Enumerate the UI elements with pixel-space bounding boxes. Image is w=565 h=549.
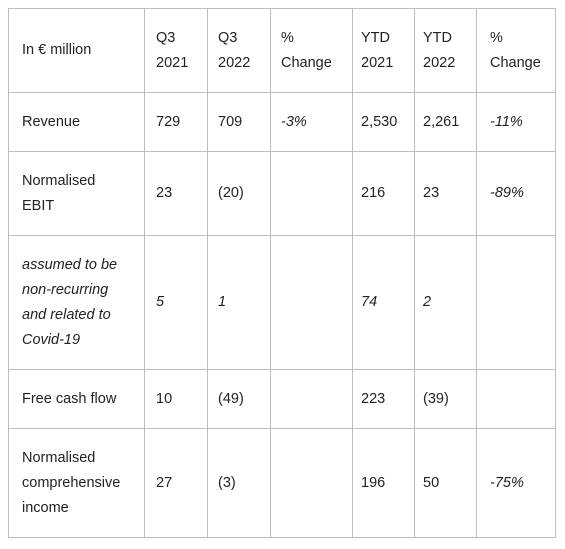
- cell-value: 5: [156, 294, 165, 310]
- header-ytd-2021: YTD 2021: [352, 8, 415, 93]
- cell-ytd-change: -11%: [476, 92, 556, 152]
- cell-q3-2022: (49): [207, 369, 271, 429]
- cell-value: 23: [156, 185, 173, 201]
- header-line-2: 2022: [218, 54, 251, 71]
- row-label-line: Normalised: [22, 172, 96, 189]
- header-line-1: %: [281, 29, 294, 46]
- header-label-cell: In € million: [8, 8, 145, 93]
- row-label-cell: assumed to be non-recurring and related …: [8, 235, 145, 370]
- financial-results-table: In € million Q3 2021 Q3 2022 %: [8, 8, 556, 538]
- header-q3-2021: Q3 2021: [144, 8, 208, 93]
- cell-q3-2021: 23: [144, 151, 208, 236]
- row-label-line: income: [22, 499, 69, 516]
- header-line-1: %: [490, 29, 503, 46]
- header-line-2: Change: [281, 54, 332, 71]
- cell-q3-change: [270, 428, 353, 538]
- cell-value: 729: [156, 113, 181, 130]
- header-q3-2022: Q3 2022: [207, 8, 271, 93]
- cell-value: 223: [361, 390, 386, 407]
- cell-q3-2022: 1: [207, 235, 271, 370]
- cell-ytd-2021: 216: [352, 151, 415, 236]
- cell-value: -89%: [490, 185, 524, 201]
- cell-q3-2021: 729: [144, 92, 208, 152]
- row-label-cell: Revenue: [8, 92, 145, 152]
- cell-q3-2021: 10: [144, 369, 208, 429]
- row-label-line: EBIT: [22, 197, 55, 214]
- row-label-line: and related to: [22, 306, 111, 323]
- cell-q3-2022: 709: [207, 92, 271, 152]
- cell-value: 23: [423, 185, 440, 201]
- row-label-line: assumed to be: [22, 256, 118, 273]
- header-line-1: Q3: [218, 29, 238, 46]
- row-label-line: non-recurring: [22, 281, 109, 298]
- row-label: Free cash flow: [22, 390, 117, 407]
- table-row-revenue: Revenue 729 709 -3% 2,530 2,261 -11%: [8, 92, 556, 152]
- financial-table-container: In € million Q3 2021 Q3 2022 %: [8, 8, 556, 538]
- cell-ytd-change: [476, 235, 556, 370]
- table-header-row: In € million Q3 2021 Q3 2022 %: [8, 8, 556, 93]
- cell-ytd-change: -75%: [476, 428, 556, 538]
- cell-value: 27: [156, 474, 173, 491]
- cell-ytd-2021: 196: [352, 428, 415, 538]
- cell-value: 196: [361, 474, 386, 491]
- cell-q3-change: [270, 369, 353, 429]
- cell-q3-change: -3%: [270, 92, 353, 152]
- cell-ytd-2022: 2,261: [414, 92, 477, 152]
- header-ytd-change: % Change: [476, 8, 556, 93]
- cell-value: (20): [218, 185, 244, 201]
- table-row-free-cash-flow: Free cash flow 10 (49) 223 (39): [8, 369, 556, 429]
- cell-ytd-change: -89%: [476, 151, 556, 236]
- cell-ytd-2022: 2: [414, 235, 477, 370]
- cell-value: -75%: [490, 474, 524, 491]
- cell-q3-2022: (3): [207, 428, 271, 538]
- row-label-cell: Normalised comprehensive income: [8, 428, 145, 538]
- cell-value: 74: [361, 294, 378, 310]
- header-line-1: YTD: [361, 29, 390, 46]
- cell-q3-change: [270, 235, 353, 370]
- cell-value: (3): [218, 474, 236, 491]
- cell-value: -3%: [281, 113, 307, 130]
- table-row-normalised-comprehensive-income: Normalised comprehensive income 27 (3) 1…: [8, 428, 556, 538]
- cell-q3-2022: (20): [207, 151, 271, 236]
- table-row-non-recurring: assumed to be non-recurring and related …: [8, 235, 556, 370]
- row-label-line: Covid-19: [22, 331, 81, 348]
- header-line-1: Q3: [156, 29, 176, 46]
- cell-ytd-2022: (39): [414, 369, 477, 429]
- row-label: Revenue: [22, 113, 81, 130]
- cell-ytd-2021: 223: [352, 369, 415, 429]
- cell-value: 2: [423, 294, 432, 310]
- header-line-2: 2021: [361, 54, 394, 71]
- cell-ytd-2021: 74: [352, 235, 415, 370]
- cell-value: (49): [218, 390, 244, 407]
- row-label-cell: Normalised EBIT: [8, 151, 145, 236]
- cell-q3-change: [270, 151, 353, 236]
- cell-value: -11%: [490, 113, 523, 130]
- row-label-line: comprehensive: [22, 474, 121, 491]
- cell-ytd-change: [476, 369, 556, 429]
- header-label: In € million: [22, 42, 92, 58]
- row-label-line: Normalised: [22, 449, 96, 466]
- cell-value: 50: [423, 474, 440, 491]
- cell-value: (39): [423, 390, 449, 407]
- header-line-2: 2022: [423, 54, 456, 71]
- cell-value: 1: [218, 294, 227, 310]
- header-line-1: YTD: [423, 29, 452, 46]
- cell-value: 216: [361, 185, 386, 201]
- cell-value: 709: [218, 113, 243, 130]
- cell-q3-2021: 27: [144, 428, 208, 538]
- cell-value: 2,530: [361, 113, 398, 130]
- cell-value: 10: [156, 390, 173, 407]
- cell-value: 2,261: [423, 113, 460, 130]
- header-ytd-2022: YTD 2022: [414, 8, 477, 93]
- header-line-2: 2021: [156, 54, 189, 71]
- cell-ytd-2022: 50: [414, 428, 477, 538]
- header-line-2: Change: [490, 54, 541, 71]
- cell-q3-2021: 5: [144, 235, 208, 370]
- cell-ytd-2022: 23: [414, 151, 477, 236]
- header-q3-change: % Change: [270, 8, 353, 93]
- table-row-normalised-ebit: Normalised EBIT 23 (20) 216 23 -89%: [8, 151, 556, 236]
- cell-ytd-2021: 2,530: [352, 92, 415, 152]
- row-label-cell: Free cash flow: [8, 369, 145, 429]
